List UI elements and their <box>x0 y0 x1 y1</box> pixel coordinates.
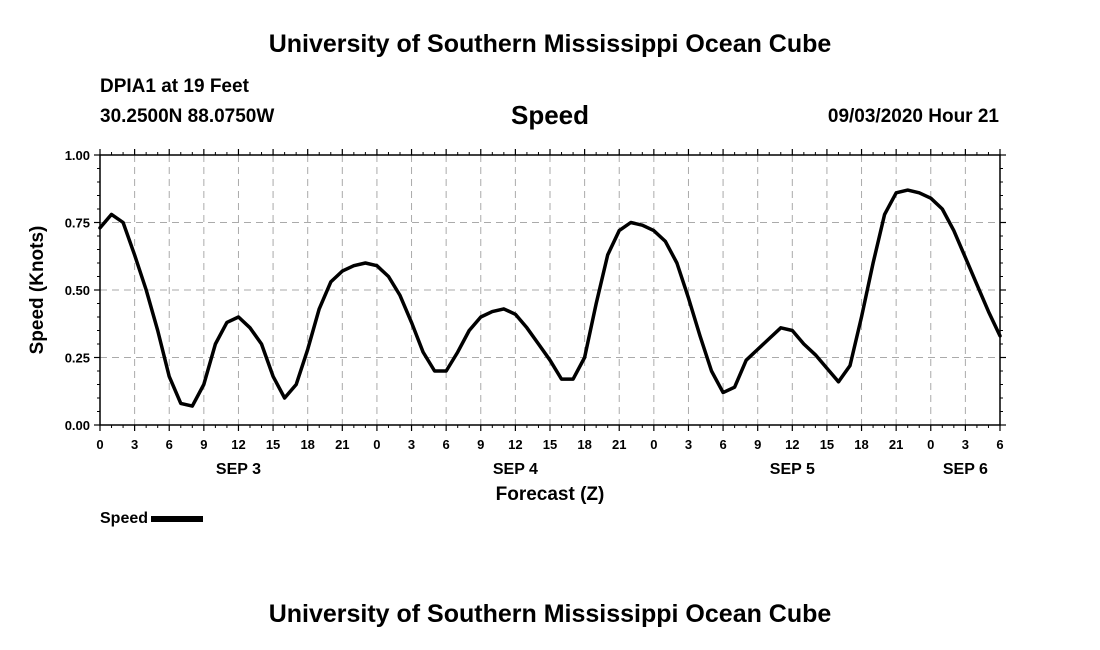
x-tick-label: 9 <box>200 437 207 452</box>
y-tick-label: 0.75 <box>65 216 90 231</box>
x-tick-label: 21 <box>889 437 903 452</box>
legend-label: Speed <box>100 510 149 527</box>
y-tick-label: 0.25 <box>65 351 90 366</box>
x-tick-label: 0 <box>373 437 380 452</box>
x-tick-label: 9 <box>754 437 761 452</box>
speed-series-line <box>98 188 1002 408</box>
x-tick-label: 3 <box>685 437 692 452</box>
footer-title: University of Southern Mississippi Ocean… <box>268 600 832 628</box>
x-tick-label: 15 <box>820 437 834 452</box>
x-tick-label: 12 <box>785 437 799 452</box>
chart-title: Speed <box>510 100 590 130</box>
axis-labels: 0.00 0.25 0.50 0.75 1.00 0 3 6 9 12 15 18 21 0 3 6 9 12 15… <box>65 148 1004 478</box>
x-tick-label: 3 <box>962 437 969 452</box>
x-tick-label: 21 <box>335 437 349 452</box>
date-label: SEP 6 <box>943 461 988 478</box>
page-title: University of Southern Mississippi Ocean… <box>268 30 832 58</box>
x-tick-label: 18 <box>854 437 868 452</box>
axis-ticks <box>94 149 1006 431</box>
x-tick-label: 15 <box>266 437 280 452</box>
x-tick-label: 21 <box>612 437 626 452</box>
coordinates-label: 30.2500N 88.0750W <box>100 106 275 127</box>
station-label: DPIA1 at 19 Feet <box>100 76 249 97</box>
y-axis-title: Speed (Knots) <box>27 226 48 355</box>
x-tick-label: 6 <box>996 437 1003 452</box>
x-tick-label: 15 <box>543 437 557 452</box>
x-tick-label: 0 <box>650 437 657 452</box>
y-tick-label: 1.00 <box>65 148 90 163</box>
x-tick-label: 12 <box>508 437 522 452</box>
x-tick-label: 6 <box>443 437 450 452</box>
x-tick-label: 18 <box>300 437 314 452</box>
x-tick-label: 18 <box>577 437 591 452</box>
x-tick-label: 3 <box>131 437 138 452</box>
grid <box>100 155 1000 425</box>
x-axis-title: Forecast (Z) <box>496 484 605 505</box>
x-tick-label: 12 <box>231 437 245 452</box>
y-tick-label: 0.00 <box>65 418 90 433</box>
date-label: SEP 4 <box>493 461 538 478</box>
x-tick-label: 9 <box>477 437 484 452</box>
x-tick-label: 6 <box>719 437 726 452</box>
legend-swatch <box>151 516 204 522</box>
legend: Speed <box>100 510 204 528</box>
y-tick-label: 0.50 <box>65 283 90 298</box>
x-tick-label: 0 <box>927 437 934 452</box>
x-tick-label: 6 <box>166 437 173 452</box>
date-label: SEP 5 <box>770 461 815 478</box>
forecast-datetime: 09/03/2020 Hour 21 <box>827 106 999 127</box>
x-tick-label: 3 <box>408 437 415 452</box>
x-tick-label: 0 <box>96 437 103 452</box>
date-label: SEP 3 <box>216 461 261 478</box>
